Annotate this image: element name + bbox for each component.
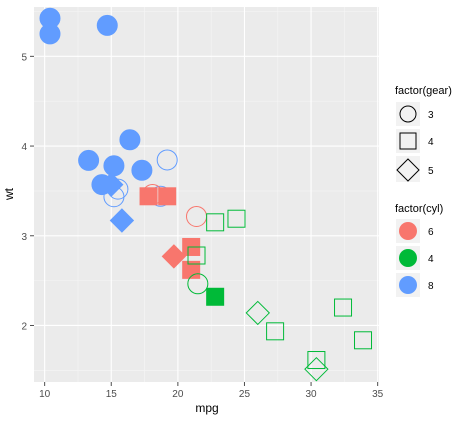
data-point	[103, 155, 125, 177]
legend-gear-label: 3	[428, 110, 434, 121]
legend-cyl-swatch	[399, 222, 417, 240]
data-point	[354, 331, 373, 350]
data-point	[206, 287, 225, 306]
legend-gear: factor(gear) 3 4 5	[395, 85, 452, 182]
y-tick-label: 3	[21, 232, 27, 243]
data-point	[99, 172, 124, 197]
x-tick-label: 30	[306, 389, 318, 400]
data-point	[334, 298, 353, 317]
legend-gear-diamond-key	[396, 158, 420, 182]
axis-layer: 10 15 20 25 30 35 2 3 4 5	[21, 52, 383, 400]
data-point	[304, 356, 329, 382]
data-point	[78, 149, 100, 171]
x-axis-label: mpg	[195, 401, 218, 415]
legend-gear-circle-key	[399, 105, 417, 123]
y-axis-label: wt	[2, 187, 16, 201]
data-point	[206, 213, 225, 232]
data-point	[139, 187, 158, 206]
data-point	[245, 300, 270, 326]
data-point	[307, 351, 326, 370]
data-point	[96, 14, 118, 36]
points-layer	[39, 7, 373, 382]
data-point	[227, 209, 246, 228]
legend-gear-title: factor(gear)	[395, 85, 452, 97]
y-tick-label: 5	[21, 52, 27, 63]
legend-gear-label: 4	[428, 137, 434, 148]
x-tick-label: 10	[39, 389, 51, 400]
legend-gear-square-key	[399, 132, 417, 150]
data-point	[109, 208, 135, 233]
x-tick-label: 25	[239, 389, 251, 400]
legend-key-bg	[396, 156, 420, 182]
data-point	[187, 246, 206, 265]
legend-cyl-swatch	[399, 276, 417, 294]
legend-gear-label: 5	[428, 166, 434, 177]
y-tick-label: 2	[21, 321, 27, 332]
data-point	[266, 322, 285, 341]
x-tick-label: 35	[372, 389, 384, 400]
legend-cyl-title: factor(cyl)	[395, 203, 443, 215]
legend-cyl-label: 8	[428, 281, 434, 292]
x-tick-label: 20	[172, 389, 184, 400]
x-tick-label: 15	[106, 389, 118, 400]
data-point	[119, 129, 141, 151]
legend-cyl-label: 4	[428, 254, 434, 265]
data-point	[158, 187, 177, 206]
data-point	[187, 273, 209, 295]
legend-cyl-label: 6	[428, 227, 434, 238]
grid-layer	[34, 7, 379, 382]
data-point	[39, 7, 61, 29]
plot-panel	[34, 7, 379, 382]
legend-cyl: factor(cyl) 6 4 8	[395, 203, 443, 297]
data-point	[161, 244, 187, 269]
data-point	[156, 149, 178, 171]
y-tick-label: 4	[21, 142, 27, 153]
legend-cyl-swatch	[399, 249, 417, 267]
data-point	[131, 159, 153, 181]
